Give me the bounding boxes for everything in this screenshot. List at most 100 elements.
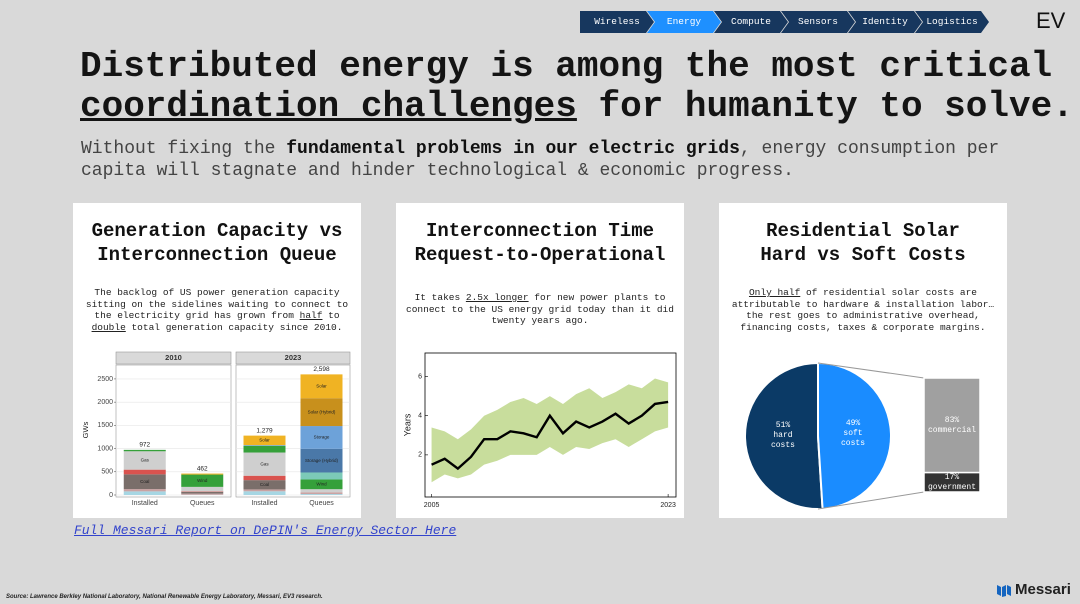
y-tick-label: 6 — [418, 373, 422, 380]
bar-segment — [243, 489, 286, 492]
nav-bar: Wireless Energy Compute Sensors Identity Logi… — [580, 11, 990, 33]
breakdown-segment — [923, 471, 981, 493]
bar-segment — [300, 448, 343, 473]
bar-segment — [123, 489, 166, 492]
connector — [817, 362, 925, 379]
bar-segment — [123, 491, 166, 495]
x-tick-label: Queues — [190, 500, 215, 507]
text-run: , energy consumption per capita will sta… — [81, 139, 1000, 181]
bar-segment — [243, 435, 286, 446]
panel-title: Interconnection Time Request-to-Operation… — [414, 220, 666, 266]
subtitle: Without fixing the fundamental problems … — [81, 138, 1016, 182]
facet-strip — [235, 351, 351, 365]
total-label: 1,279 — [256, 427, 273, 434]
y-tick-label: 500 — [101, 469, 113, 476]
text-run: double — [91, 321, 126, 333]
breakdown-category: government — [927, 483, 976, 493]
breakdown-category: commercial — [927, 426, 976, 436]
text-run: coordination challenges — [80, 86, 577, 127]
panel-title: Generation Capacity vs Interconnection Qu… — [91, 220, 343, 266]
nav-item[interactable]: Wireless — [580, 11, 654, 33]
panel-description: Only half of residential solar costs are… — [723, 287, 1003, 333]
total-label: 2,598 — [313, 366, 330, 373]
text-run: Without fixing the — [81, 139, 287, 159]
breakdown-value: 17% — [944, 473, 960, 483]
facet-strip — [115, 351, 232, 365]
bar-segment — [300, 492, 343, 495]
bar-segment — [181, 474, 224, 487]
nav-item[interactable]: Identity — [848, 11, 922, 33]
breakdown-label: 17% government — [924, 473, 980, 493]
slice-label: 49% soft costs — [833, 419, 873, 449]
bar-segment — [123, 469, 166, 475]
y-tick-label: 0 — [109, 492, 113, 499]
segment-label: Gas — [141, 458, 150, 463]
text-run: for humanity to solve. — [576, 86, 1074, 127]
bar-segment — [181, 493, 224, 495]
breakdown-segment — [923, 377, 981, 474]
y-tick-label: 1000 — [97, 445, 113, 452]
logo: EV — [1036, 8, 1066, 33]
title-line: coordination challenges for humanity to … — [80, 86, 1074, 127]
text-run: The backlog of US power generation capac… — [85, 287, 349, 321]
source-note: Source: Lawrence Berkley National Labora… — [6, 594, 323, 600]
text-run: fundamental problems in our electric gri… — [286, 139, 740, 159]
y-tick-label: 1500 — [97, 422, 113, 429]
bar-segment — [300, 398, 343, 427]
bar-segment — [243, 480, 286, 490]
facet-label: 2010 — [165, 353, 182, 362]
y-tick-label: 2 — [418, 452, 422, 459]
text-run: half — [299, 310, 323, 321]
segment-label: Storage (Hybrid) — [305, 458, 339, 463]
panel-description: It takes 2.5x longer for new power plant… — [400, 292, 680, 327]
nav-item[interactable]: Logistics — [915, 11, 989, 33]
segment-label: Solar — [316, 383, 327, 388]
y-tick-label: 2000 — [97, 399, 113, 406]
x-tick-label: 2005 — [424, 502, 440, 509]
bar-segment — [123, 474, 166, 490]
text-run: for new power plants to connect to the U… — [406, 292, 674, 326]
bar-segment — [300, 472, 343, 480]
pie-slice — [817, 361, 892, 510]
confidence-band — [431, 378, 669, 483]
bar-segment — [300, 479, 343, 490]
slice-value: 51% — [775, 421, 791, 431]
title-line: Distributed energy is among the most cri… — [80, 46, 1053, 87]
brand: Messari — [1015, 581, 1071, 598]
bar-segment — [243, 452, 286, 476]
y-axis-label: GWs — [81, 421, 90, 438]
bar-segment — [243, 445, 286, 446]
segment-label: Storage — [314, 435, 330, 440]
y-tick-label: 4 — [418, 413, 422, 420]
y-tick-label: 2500 — [97, 376, 113, 383]
connector — [817, 491, 925, 510]
bar-segment — [181, 473, 224, 475]
segment-label: Coal — [260, 482, 269, 487]
segment-label: Gas — [260, 461, 269, 466]
panel-title: Residential Solar Hard vs Soft Costs — [760, 220, 966, 266]
bar-segment — [300, 374, 343, 399]
bar-segment — [181, 491, 224, 494]
nav-item[interactable]: Energy — [647, 11, 721, 33]
bar-segment — [300, 489, 343, 493]
bar-segment — [123, 451, 166, 470]
breakdown-value: 83% — [944, 416, 960, 426]
brand-icon — [997, 585, 1011, 597]
bar-segment — [123, 449, 166, 452]
bar-segment — [243, 475, 286, 481]
text-run: to — [322, 310, 340, 321]
report-link[interactable]: Full Messari Report on DePIN's Energy Se… — [74, 523, 457, 538]
line — [431, 400, 669, 471]
segment-label: Coal — [140, 479, 149, 484]
segment-label: Wind — [316, 482, 327, 487]
slice-category: soft costs — [841, 428, 866, 448]
nav-item[interactable]: Sensors — [781, 11, 855, 33]
slice-value: 49% — [845, 418, 861, 428]
nav-item[interactable]: Compute — [714, 11, 788, 33]
panel-description: The backlog of US power generation capac… — [77, 287, 357, 333]
bar-segment — [181, 486, 224, 492]
segment-label: Wind — [197, 478, 208, 483]
total-label: 462 — [197, 465, 208, 472]
